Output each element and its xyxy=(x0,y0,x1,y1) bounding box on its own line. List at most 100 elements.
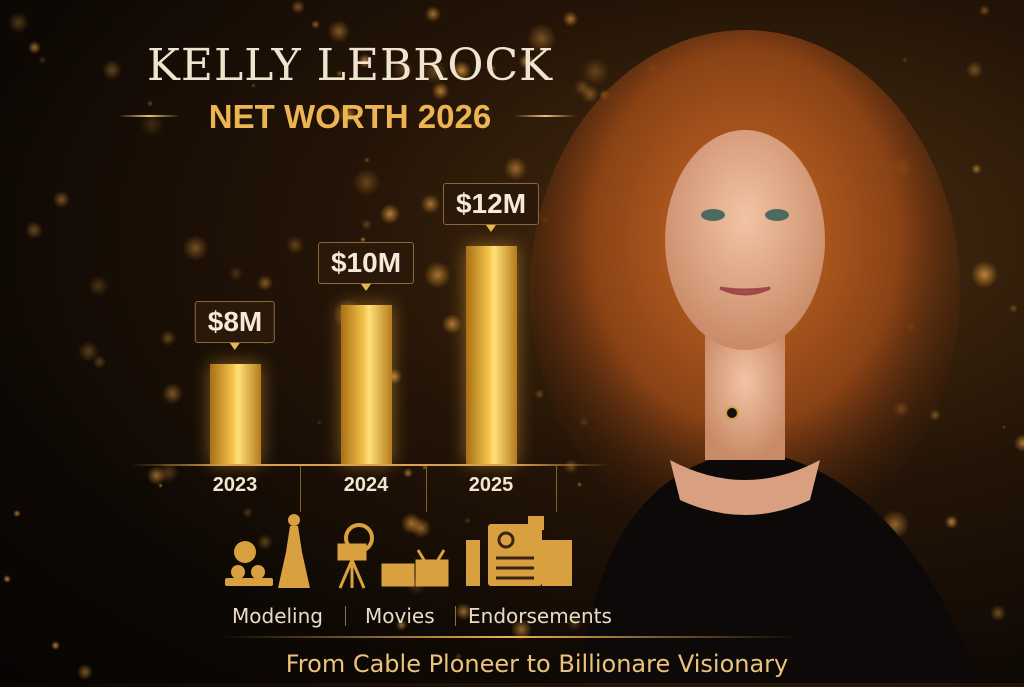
bokeh-dot xyxy=(574,78,591,96)
bokeh-dot xyxy=(327,19,351,43)
axis-tick xyxy=(426,466,427,512)
bokeh-dot xyxy=(88,275,109,296)
bokeh-dot xyxy=(352,169,380,197)
bokeh-dot xyxy=(360,236,366,243)
separator xyxy=(455,606,456,626)
category-label-endorsements: Endorsements xyxy=(468,604,612,628)
bar-2025 xyxy=(466,245,517,464)
bokeh-dot xyxy=(420,194,440,214)
bokeh-dot xyxy=(421,58,447,84)
bokeh-dot xyxy=(580,84,600,104)
page-subtitle: NET WORTH 2026 xyxy=(208,98,492,135)
bokeh-dot xyxy=(228,266,244,281)
data-label-2024: $10M xyxy=(317,241,415,291)
bokeh-dot xyxy=(902,56,909,63)
bokeh-dot xyxy=(7,12,29,34)
movie-camera-icon xyxy=(337,523,449,589)
bokeh-dot xyxy=(1022,9,1024,22)
bokeh-dot xyxy=(562,11,579,27)
bokeh-dot xyxy=(965,61,984,79)
bokeh-dot xyxy=(285,235,304,254)
bokeh-dot xyxy=(577,482,583,487)
bokeh-dot xyxy=(510,619,532,641)
bokeh-dot xyxy=(929,409,942,422)
bokeh-dot xyxy=(51,641,60,650)
bokeh-dot xyxy=(53,190,71,208)
bokeh-dot xyxy=(101,60,122,81)
x-tick-label-2025: 2025 xyxy=(468,474,514,496)
bokeh-dot xyxy=(1009,304,1018,313)
bokeh-dot xyxy=(403,468,413,479)
bokeh-dot xyxy=(518,53,535,70)
bokeh-dot xyxy=(563,458,579,474)
bokeh-dot xyxy=(24,221,44,240)
bokeh-dot xyxy=(970,261,998,289)
bokeh-dot xyxy=(358,54,372,68)
bokeh-dot xyxy=(503,157,527,181)
bokeh-dot xyxy=(1001,425,1006,430)
bokeh-dot xyxy=(161,382,184,405)
bokeh-dot xyxy=(971,163,982,175)
bokeh-dot xyxy=(77,664,93,680)
bokeh-dot xyxy=(582,58,610,86)
data-label-2025: $12M xyxy=(442,182,540,232)
title-rule-left xyxy=(118,115,180,117)
data-label-2023: $8M xyxy=(194,300,276,350)
category-label-modeling: Modeling xyxy=(232,604,323,628)
bokeh-dot xyxy=(400,512,422,534)
bokeh-dot xyxy=(990,605,1007,621)
bokeh-dot xyxy=(534,388,545,400)
bar-2023 xyxy=(210,363,261,464)
bokeh-dot xyxy=(979,4,991,16)
bokeh-dot xyxy=(28,41,41,54)
category-label-movies: Movies xyxy=(365,604,435,628)
bokeh-dot xyxy=(454,652,462,660)
magazine-icon xyxy=(466,516,572,586)
bokeh-dot xyxy=(317,420,322,425)
x-tick-label-2023: 2023 xyxy=(212,474,258,496)
bokeh-dot xyxy=(464,517,471,524)
bokeh-dot xyxy=(311,20,321,29)
bokeh-dot xyxy=(424,5,442,23)
bokeh-dot xyxy=(338,104,357,124)
bokeh-dot xyxy=(3,574,12,584)
bokeh-dot xyxy=(146,465,167,485)
bokeh-dot xyxy=(290,0,305,15)
bokeh-dot xyxy=(336,69,343,77)
bar-2024 xyxy=(341,304,392,464)
bokeh-dot xyxy=(361,219,373,231)
bokeh-dot xyxy=(379,204,400,225)
bokeh-dot xyxy=(422,465,428,471)
bokeh-dot xyxy=(485,63,497,74)
bokeh-dot xyxy=(242,507,254,519)
axis-tick xyxy=(556,466,557,512)
bokeh-dot xyxy=(431,82,450,100)
x-axis-line xyxy=(130,464,610,466)
bokeh-dot xyxy=(38,55,47,65)
bokeh-dot xyxy=(251,83,256,88)
bokeh-dot xyxy=(92,354,107,369)
net-worth-bar-chart: $8M $10M $12M xyxy=(0,0,620,520)
page-title: KELLY LEBROCK xyxy=(146,40,554,91)
bokeh-dot xyxy=(454,602,472,620)
bokeh-dot xyxy=(1013,433,1024,452)
bokeh-dot xyxy=(944,514,959,529)
bokeh-dot xyxy=(395,618,408,631)
separator xyxy=(345,606,346,626)
bokeh-dot xyxy=(78,340,100,362)
axis-tick xyxy=(300,466,301,512)
model-figure-icon xyxy=(225,514,310,588)
bokeh-dot xyxy=(441,314,462,335)
bokeh-dot xyxy=(257,533,274,550)
portrait-photo xyxy=(520,30,1000,683)
divider-line xyxy=(220,636,800,638)
bokeh-dot xyxy=(182,235,209,261)
bokeh-dot xyxy=(160,329,177,346)
bokeh-dot xyxy=(451,61,471,81)
bokeh-dot xyxy=(364,157,370,163)
bokeh-dot xyxy=(256,274,274,292)
bokeh-dot xyxy=(424,261,451,289)
bokeh-dot xyxy=(393,59,414,80)
bokeh-dot xyxy=(13,509,21,518)
bokeh-dot xyxy=(158,482,163,488)
